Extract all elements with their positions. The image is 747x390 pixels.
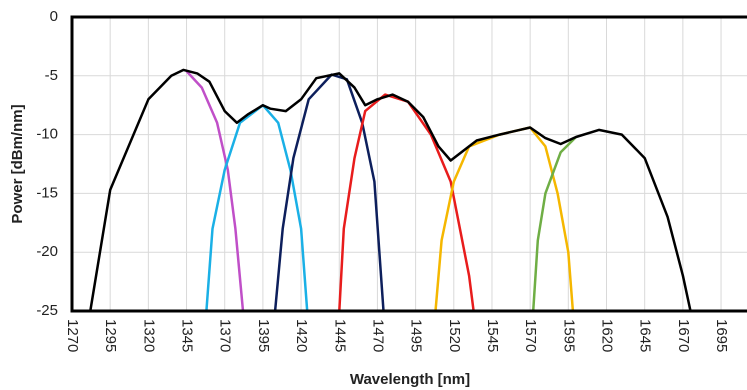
series-line: [185, 70, 245, 312]
y-tick-label: -15: [36, 184, 58, 201]
x-tick-label: 1420: [293, 319, 310, 352]
y-tick-label: 0: [50, 8, 58, 25]
x-tick-label: 1295: [102, 319, 119, 352]
x-tick-label: 1695: [713, 319, 730, 352]
series-line: [338, 93, 475, 312]
x-tick-label: 1495: [408, 319, 425, 352]
series-line: [531, 136, 577, 312]
y-tick-label: -10: [36, 126, 58, 143]
plot-frame: [70, 15, 747, 313]
y-tick-label: -5: [45, 67, 58, 84]
x-tick-label: 1370: [217, 319, 234, 352]
x-tick-label: 1570: [522, 319, 539, 352]
x-tick-label: 1345: [179, 319, 196, 352]
series-line: [205, 103, 309, 312]
x-tick-label: 1445: [331, 319, 348, 352]
y-axis-label: Power [dBm/nm]: [9, 104, 26, 223]
x-tick-label: 1270: [64, 319, 81, 352]
x-axis-label: Wavelength [nm]: [350, 371, 470, 388]
x-tick-label: 1670: [675, 319, 692, 352]
y-tick-label: -20: [36, 243, 58, 260]
y-tick-label: -25: [36, 302, 58, 319]
x-tick-label: 1395: [255, 319, 272, 352]
x-tick-label: 1595: [560, 319, 577, 352]
x-tick-label: 1545: [484, 319, 501, 352]
x-tick-label: 1470: [369, 319, 386, 352]
x-tick-label: 1520: [446, 319, 463, 352]
x-tick-label: 1645: [637, 319, 654, 352]
series-line: [89, 68, 692, 312]
x-tick-label: 1320: [140, 319, 157, 352]
x-tick-label: 1620: [599, 319, 616, 352]
